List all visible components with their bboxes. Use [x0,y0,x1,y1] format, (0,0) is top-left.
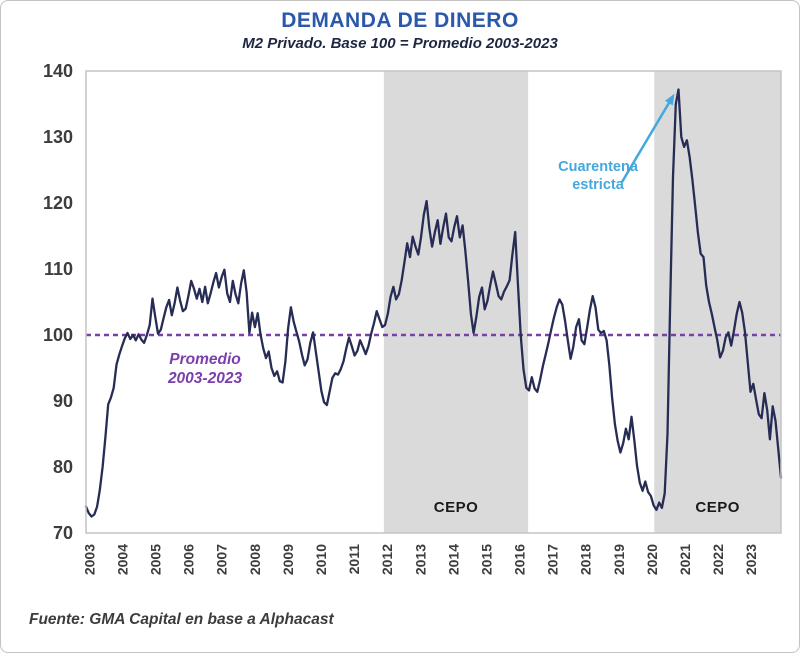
x-tick-label: 2014 [445,544,461,575]
x-tick-label: 2018 [578,544,594,575]
y-tick-label: 120 [43,193,73,213]
y-tick-label: 70 [53,523,73,543]
chart-subtitle: M2 Privado. Base 100 = Promedio 2003-202… [242,35,558,52]
x-tick-label: 2005 [148,544,164,575]
x-tick-label: 2009 [280,544,296,575]
y-axis-tick-labels: 70 80 90 100 110 120 130 140 [43,61,73,543]
x-tick-label: 2021 [677,544,693,575]
x-axis-tick-labels: 2003 2004 2005 2006 2007 2008 2009 2010 2011 2012… [81,544,759,575]
x-tick-label: 2013 [412,544,428,575]
chart-title: DEMANDA DE DINERO [281,9,519,32]
x-tick-label: 2011 [346,544,362,575]
y-tick-label: 90 [53,391,73,411]
x-tick-label: 2010 [313,544,329,575]
annotation-arrow [620,93,675,183]
x-tick-label: 2020 [644,544,660,575]
cepo-shaded-regions [383,71,781,533]
y-tick-label: 110 [44,259,73,279]
x-tick-label: 2019 [611,544,627,575]
cepo-label: CEPO [434,499,479,516]
cepo-labels: CEPO CEPO [434,499,740,516]
arrowhead-icon [665,93,675,106]
x-tick-label: 2015 [479,544,495,575]
plot-border [85,70,782,534]
y-tick-label: 130 [43,127,73,147]
y-tick-label: 140 [43,61,73,81]
x-tick-label: 2006 [181,544,197,575]
x-tick-label: 2022 [710,544,726,575]
m2-series-line [84,88,783,518]
y-tick-label: 100 [43,325,73,345]
x-tick-label: 2017 [545,544,561,575]
x-tick-label: 2023 [743,544,759,575]
x-tick-label: 2007 [214,544,230,575]
x-tick-label: 2003 [81,544,97,575]
y-tick-label: 80 [53,457,73,477]
source-note: Fuente: GMA Capital en base a Alphacast [29,611,334,628]
x-tick-label: 2004 [114,544,130,575]
x-tick-label: 2012 [379,544,395,575]
cepo-label: CEPO [695,499,740,516]
x-tick-label: 2008 [247,544,263,575]
x-tick-label: 2016 [512,544,528,575]
